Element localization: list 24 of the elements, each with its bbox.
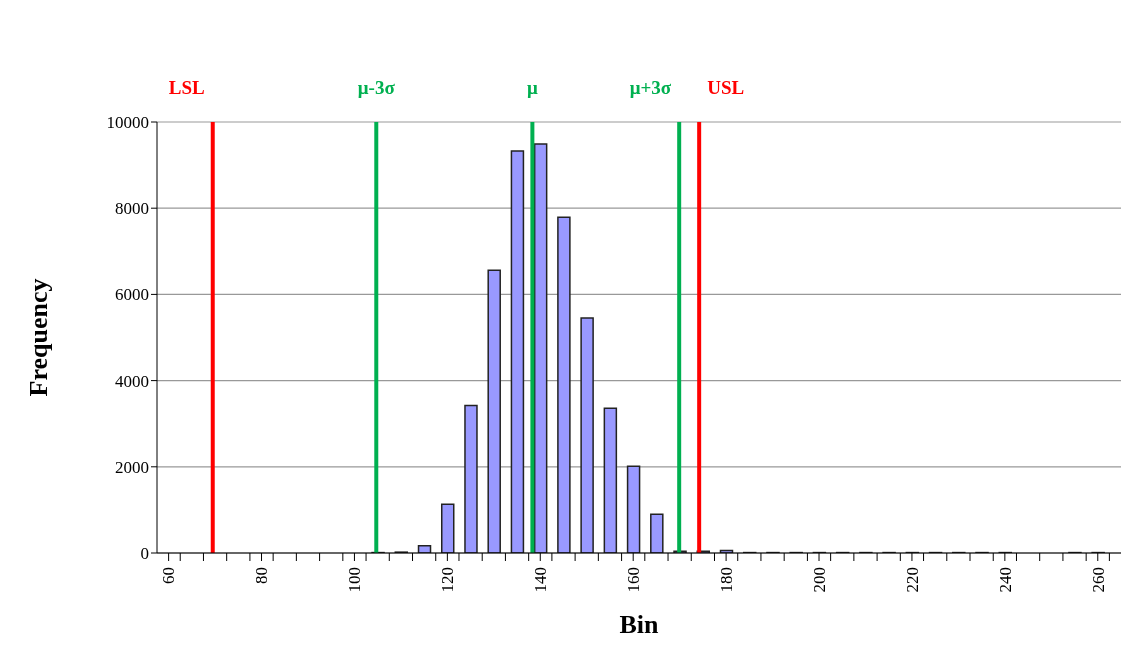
y-tick-label: 6000	[115, 285, 149, 305]
x-tick-label: 240	[995, 567, 1015, 593]
x-tick-label: 260	[1088, 567, 1108, 593]
x-axis-title: Bin	[619, 610, 660, 639]
y-tick-label: 10000	[106, 113, 149, 133]
ref-line-label: μ-3σ	[357, 77, 396, 98]
y-axis-title: Frequency	[24, 278, 54, 397]
ref-line-label: μ+3σ	[629, 77, 672, 98]
x-tick-label: 140	[531, 567, 551, 593]
x-tick-label: 100	[345, 567, 365, 593]
x-tick-label: 160	[623, 567, 643, 593]
y-tick-label: 4000	[115, 371, 149, 391]
y-tick-label: 2000	[115, 457, 149, 477]
y-tick-label: 8000	[115, 199, 149, 219]
y-tick-label: 0	[140, 544, 149, 564]
x-tick-label: 120	[438, 567, 458, 593]
x-tick-label: 80	[252, 567, 272, 584]
x-tick-label: 180	[716, 567, 736, 593]
x-tick-label: 60	[159, 567, 179, 584]
ref-line-label: μ	[526, 77, 538, 98]
ref-line-label: USL	[707, 77, 745, 98]
x-tick-label: 200	[809, 567, 829, 593]
x-tick-label: 220	[902, 567, 922, 593]
ref-line-label: LSL	[168, 77, 205, 98]
